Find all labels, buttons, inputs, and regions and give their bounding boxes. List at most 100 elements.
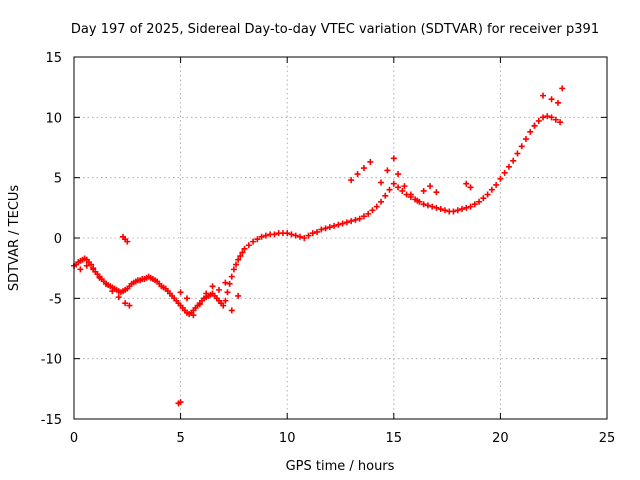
data-point: [183, 295, 190, 302]
data-point: [407, 191, 414, 198]
data-point: [360, 165, 367, 172]
x-tick-label: 0: [70, 431, 78, 446]
y-tick-label: -10: [41, 353, 62, 368]
data-point: [305, 232, 312, 239]
data-point: [90, 266, 97, 273]
data-point: [122, 300, 129, 307]
data-point: [262, 232, 269, 239]
data-point: [115, 294, 122, 301]
data-point: [126, 302, 133, 309]
data-point: [390, 180, 397, 187]
data-point: [554, 99, 561, 106]
data-point: [230, 266, 237, 273]
data-point: [296, 233, 303, 240]
data-point: [309, 230, 316, 237]
data-point: [343, 219, 350, 226]
data-point: [288, 231, 295, 238]
data-point: [497, 175, 504, 182]
data-point: [88, 261, 95, 268]
data-point: [505, 163, 512, 170]
data-point: [527, 128, 534, 135]
data-point: [190, 312, 197, 319]
data-point: [401, 183, 408, 190]
data-point: [531, 122, 538, 129]
data-point: [228, 307, 235, 314]
data-point: [367, 158, 374, 165]
data-point: [365, 210, 372, 217]
data-point: [271, 231, 278, 238]
data-point: [373, 203, 380, 210]
data-point: [356, 215, 363, 222]
x-tick-label: 25: [599, 431, 616, 446]
data-point: [441, 207, 448, 214]
data-point: [395, 184, 402, 191]
data-point: [559, 85, 566, 92]
data-point: [427, 183, 434, 190]
x-axis-label: GPS time / hours: [286, 459, 395, 474]
data-point: [241, 245, 248, 252]
data-point: [96, 274, 103, 281]
data-point: [510, 157, 517, 164]
data-point: [237, 253, 244, 260]
data-point: [518, 143, 525, 150]
data-point: [463, 180, 470, 187]
data-point: [433, 204, 440, 211]
data-point: [480, 195, 487, 202]
chart-title: Day 197 of 2025, Sidereal Day-to-day VTE…: [71, 22, 599, 37]
data-point: [557, 119, 564, 126]
data-point: [222, 297, 229, 304]
data-point: [471, 201, 478, 208]
data-point: [467, 184, 474, 191]
data-point: [484, 191, 491, 198]
data-point: [433, 189, 440, 196]
y-axis-label: SDTVAR / TECUs: [7, 185, 22, 292]
y-axis-ticks: 15 10 5 0 -5 -10 -15: [41, 51, 607, 428]
data-point: [83, 262, 90, 269]
data-point: [476, 198, 483, 205]
data-point: [177, 289, 184, 296]
data-point: [369, 207, 376, 214]
data-point: [548, 114, 555, 121]
data-point: [250, 238, 257, 245]
data-point: [318, 226, 325, 233]
data-point: [228, 273, 235, 280]
data-point: [233, 261, 240, 268]
data-point: [124, 238, 131, 245]
data-point: [522, 136, 529, 143]
data-point: [203, 290, 210, 297]
data-point: [378, 179, 385, 186]
x-axis-ticks: 0 5 10 15 20 25: [70, 57, 615, 446]
data-point: [224, 289, 231, 296]
data-point: [450, 208, 457, 215]
data-point: [177, 399, 184, 406]
x-tick-label: 5: [176, 431, 184, 446]
data-point: [360, 213, 367, 220]
data-point: [384, 167, 391, 174]
data-point: [339, 220, 346, 227]
y-tick-label: 0: [54, 232, 62, 247]
data-point: [235, 292, 242, 299]
data-point: [488, 186, 495, 193]
data-point: [335, 221, 342, 228]
x-tick-label: 15: [386, 431, 403, 446]
data-point: [414, 197, 421, 204]
data-point: [420, 187, 427, 194]
data-point: [326, 224, 333, 231]
data-point: [245, 242, 252, 249]
data-point: [348, 177, 355, 184]
y-tick-label: 5: [54, 172, 62, 187]
data-point: [399, 187, 406, 194]
data-point: [467, 203, 474, 210]
data-point: [301, 235, 308, 241]
data-point: [322, 225, 329, 232]
data-point: [331, 222, 338, 229]
data-point: [215, 286, 222, 293]
data-point: [544, 113, 551, 120]
y-tick-label: 15: [45, 51, 62, 66]
data-point: [535, 117, 542, 124]
data-point: [222, 279, 229, 286]
data-point: [254, 236, 261, 243]
data-point: [424, 202, 431, 209]
data-point: [386, 186, 393, 193]
